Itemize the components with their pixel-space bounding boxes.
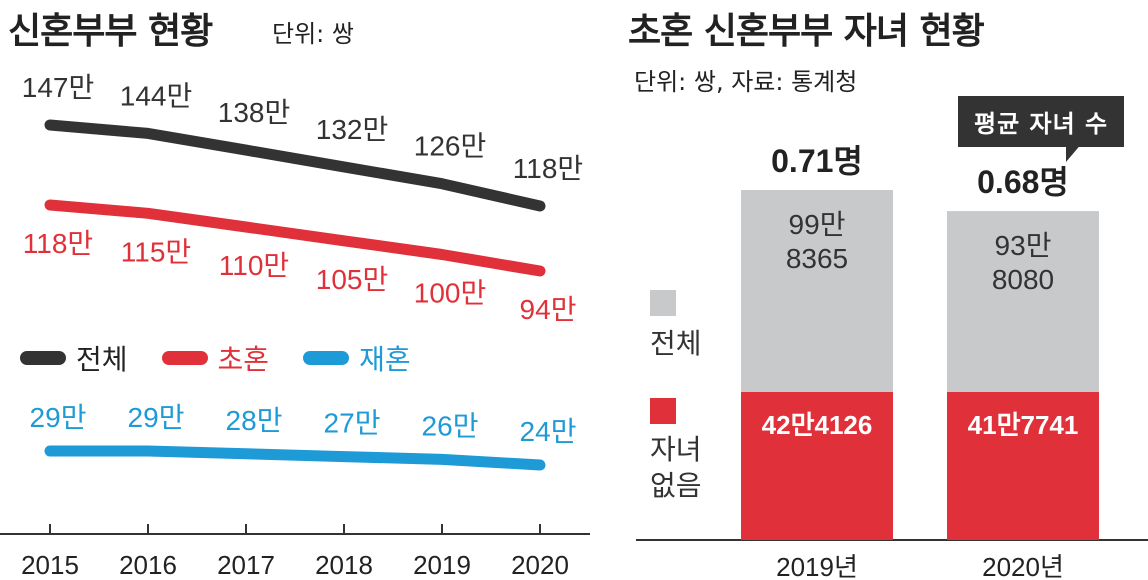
x-tick-label: 2017 (217, 550, 275, 580)
bar-total-0 (741, 190, 893, 392)
right-chart-title: 초혼 신혼부부 자녀 현황 (628, 11, 985, 52)
bar-legend-label-childless-1: 자녀 (650, 433, 702, 466)
bar-childless-label: 41만7741 (968, 410, 1079, 440)
series-line-0 (44, 119, 546, 212)
data-label: 118만 (23, 228, 93, 259)
bar-total-label-line2: 8365 (786, 243, 848, 274)
legend-label-remarriage: 재혼 (359, 343, 411, 376)
line-legend: 전체 초혼 재혼 (20, 338, 445, 378)
bar-legend-swatch-total (650, 290, 676, 316)
bar-legend-total: 전체 (650, 290, 702, 362)
data-label: 126만 (414, 131, 486, 162)
x-tick-label: 2015 (21, 550, 79, 580)
data-label: 29만 (128, 402, 185, 433)
data-label: 110만 (219, 250, 289, 281)
bar-total-label-line1: 93만 (995, 230, 1052, 261)
legend-item-first-marriage: 초혼 (161, 338, 270, 378)
bar-total-1 (947, 211, 1099, 392)
avg-children-label: 0.68명 (977, 164, 1069, 200)
legend-swatch-remarriage (303, 351, 350, 365)
data-label: 138만 (218, 97, 290, 128)
data-label: 28만 (226, 405, 283, 436)
legend-swatch-first-marriage (161, 351, 208, 365)
legend-swatch-total (20, 351, 66, 365)
bar-childless-1 (947, 392, 1099, 540)
bar-category-label: 2019년 (776, 552, 858, 580)
legend-label-first-marriage: 초혼 (217, 343, 270, 376)
line-chart: 2015 2016 2017 2018 2019 2020 147만 144만 138만 132만… (0, 72, 590, 580)
data-label: 100만 (414, 278, 486, 309)
series-line-2 (44, 445, 546, 471)
bar-category-label: 2020년 (982, 552, 1064, 580)
left-chart-title: 신혼부부 현황 (8, 11, 213, 52)
data-label: 118만 (513, 153, 583, 184)
bar-legend-label-childless-2: 없음 (650, 469, 702, 502)
x-tick-label: 2016 (119, 550, 177, 580)
data-label: 115만 (121, 236, 191, 267)
series-line-1 (44, 199, 546, 277)
data-label: 144만 (120, 80, 192, 111)
bar-childless-label: 42만4126 (762, 410, 873, 440)
bar-legend-childless: 자녀 없음 (650, 398, 702, 504)
avg-children-label: 0.71명 (771, 143, 863, 179)
right-chart-unit: 단위: 쌍, 자료: 통계청 (634, 68, 858, 96)
legend-item-remarriage: 재혼 (303, 338, 411, 378)
data-label: 105만 (316, 264, 388, 295)
bar-childless-0 (741, 392, 893, 540)
data-label: 24만 (520, 416, 577, 447)
data-label: 27만 (324, 408, 381, 439)
avg-children-callout: 평균 자녀 수 (958, 96, 1125, 147)
data-label: 29만 (30, 402, 87, 433)
bar-legend-label-total: 전체 (650, 327, 702, 360)
left-chart-unit: 단위: 쌍 (272, 20, 354, 48)
x-tick-label: 2020 (511, 550, 569, 580)
bar-total-label-line2: 8080 (992, 264, 1054, 295)
x-tick-label: 2018 (315, 550, 373, 580)
x-tick-label: 2019 (413, 550, 471, 580)
data-label: 94만 (520, 294, 577, 325)
bar-total-label-line1: 99만 (789, 209, 846, 240)
data-label: 26만 (422, 410, 479, 441)
legend-label-total: 전체 (76, 343, 128, 376)
data-label: 147만 (22, 72, 94, 103)
data-label: 132만 (316, 114, 388, 145)
legend-item-total: 전체 (20, 338, 128, 378)
bar-legend-swatch-childless (650, 398, 676, 424)
callout-tail (1066, 136, 1088, 162)
